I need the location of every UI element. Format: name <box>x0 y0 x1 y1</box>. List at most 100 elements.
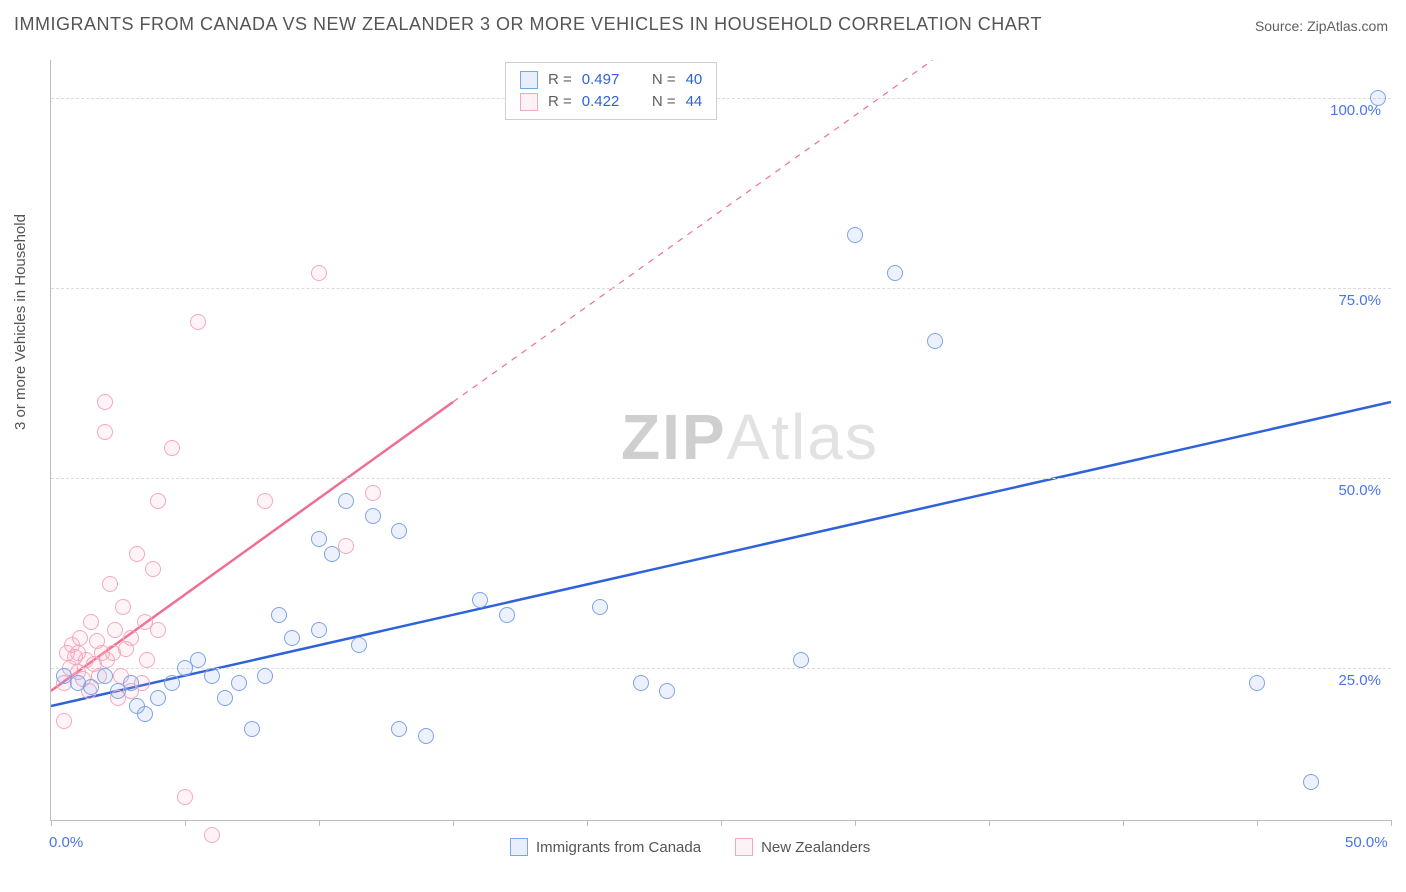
data-point-blue <box>633 675 649 691</box>
legend-r-label: R = <box>548 91 572 113</box>
plot-area: ZIPAtlas 25.0%50.0%75.0%100.0%0.0%50.0% <box>50 60 1391 821</box>
x-tick <box>185 820 186 826</box>
series-legend-item: Immigrants from Canada <box>510 838 701 856</box>
legend-swatch <box>510 838 528 856</box>
x-tick <box>51 820 52 826</box>
source-name: ZipAtlas.com <box>1307 18 1388 34</box>
data-point-blue <box>499 607 515 623</box>
data-point-blue <box>271 607 287 623</box>
data-point-pink <box>97 394 113 410</box>
data-point-blue <box>231 675 247 691</box>
x-tick <box>721 820 722 826</box>
x-tick <box>1257 820 1258 826</box>
data-point-blue <box>177 660 193 676</box>
gridline <box>51 478 1391 479</box>
series-legend: Immigrants from Canada New Zealanders <box>510 838 870 856</box>
y-tick-label: 75.0% <box>1338 292 1381 309</box>
data-point-blue <box>204 668 220 684</box>
legend-n-label: N = <box>652 91 676 113</box>
data-point-pink <box>107 622 123 638</box>
data-point-pink <box>145 561 161 577</box>
data-point-blue <box>244 721 260 737</box>
legend-swatch <box>520 71 538 89</box>
legend-swatch <box>520 93 538 111</box>
data-point-blue <box>659 683 675 699</box>
data-point-pink <box>150 493 166 509</box>
data-point-pink <box>365 485 381 501</box>
series-legend-label: New Zealanders <box>761 839 870 856</box>
data-point-pink <box>129 546 145 562</box>
chart-title: IMMIGRANTS FROM CANADA VS NEW ZEALANDER … <box>14 14 1042 35</box>
legend-row: R = 0.497 N = 40 <box>520 69 702 91</box>
data-point-pink <box>89 633 105 649</box>
trend-lines <box>51 60 1391 820</box>
legend-n-value: 44 <box>686 91 703 113</box>
x-tick-label: 50.0% <box>1345 834 1388 851</box>
data-point-blue <box>97 668 113 684</box>
data-point-blue <box>418 728 434 744</box>
data-point-pink <box>83 614 99 630</box>
data-point-pink <box>177 789 193 805</box>
series-legend-item: New Zealanders <box>735 838 870 856</box>
data-point-blue <box>592 599 608 615</box>
data-point-blue <box>311 531 327 547</box>
data-point-blue <box>927 333 943 349</box>
data-point-blue <box>217 690 233 706</box>
data-point-pink <box>102 576 118 592</box>
data-point-pink <box>115 599 131 615</box>
x-tick <box>319 820 320 826</box>
data-point-blue <box>1249 675 1265 691</box>
data-point-blue <box>1370 90 1386 106</box>
data-point-pink <box>338 538 354 554</box>
data-point-blue <box>793 652 809 668</box>
data-point-blue <box>324 546 340 562</box>
x-tick <box>989 820 990 826</box>
data-point-blue <box>847 227 863 243</box>
legend-r-value: 0.422 <box>582 91 620 113</box>
data-point-blue <box>110 683 126 699</box>
data-point-pink <box>257 493 273 509</box>
gridline <box>51 98 1391 99</box>
watermark-atlas: Atlas <box>727 401 879 473</box>
data-point-pink <box>204 827 220 843</box>
data-point-blue <box>284 630 300 646</box>
data-point-pink <box>311 265 327 281</box>
y-axis-title: 3 or more Vehicles in Household <box>12 214 29 430</box>
data-point-blue <box>164 675 180 691</box>
series-legend-label: Immigrants from Canada <box>536 839 701 856</box>
x-tick <box>587 820 588 826</box>
data-point-blue <box>365 508 381 524</box>
data-point-blue <box>56 668 72 684</box>
legend-r-label: R = <box>548 69 572 91</box>
correlation-legend: R = 0.497 N = 40R = 0.422 N = 44 <box>505 62 717 120</box>
data-point-pink <box>59 645 75 661</box>
data-point-pink <box>97 424 113 440</box>
data-point-blue <box>129 698 145 714</box>
x-tick <box>1123 820 1124 826</box>
data-point-blue <box>351 637 367 653</box>
data-point-blue <box>311 622 327 638</box>
data-point-blue <box>150 690 166 706</box>
watermark-zip: ZIP <box>621 401 727 473</box>
y-tick-label: 50.0% <box>1338 482 1381 499</box>
data-point-blue <box>887 265 903 281</box>
data-point-pink <box>56 713 72 729</box>
data-point-pink <box>164 440 180 456</box>
data-point-blue <box>1303 774 1319 790</box>
gridline <box>51 668 1391 669</box>
gridline <box>51 288 1391 289</box>
data-point-pink <box>139 652 155 668</box>
legend-n-label: N = <box>652 69 676 91</box>
x-tick <box>1391 820 1392 826</box>
data-point-blue <box>257 668 273 684</box>
legend-swatch <box>735 838 753 856</box>
legend-row: R = 0.422 N = 44 <box>520 91 702 113</box>
source-attribution: Source: ZipAtlas.com <box>1255 18 1388 34</box>
source-prefix: Source: <box>1255 18 1307 34</box>
y-tick-label: 25.0% <box>1338 672 1381 689</box>
data-point-blue <box>472 592 488 608</box>
trend-line <box>51 402 1391 706</box>
data-point-blue <box>391 721 407 737</box>
x-tick-label: 0.0% <box>49 834 83 851</box>
watermark: ZIPAtlas <box>621 400 879 474</box>
